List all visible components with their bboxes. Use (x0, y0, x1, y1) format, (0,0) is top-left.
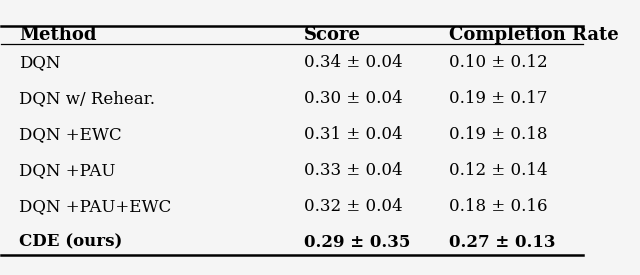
Text: 0.32 ± 0.04: 0.32 ± 0.04 (304, 198, 403, 215)
Text: 0.34 ± 0.04: 0.34 ± 0.04 (304, 54, 403, 71)
Text: 0.19 ± 0.17: 0.19 ± 0.17 (449, 90, 548, 107)
Text: 0.31 ± 0.04: 0.31 ± 0.04 (304, 126, 403, 143)
Text: 0.19 ± 0.18: 0.19 ± 0.18 (449, 126, 548, 143)
Text: 0.18 ± 0.16: 0.18 ± 0.16 (449, 198, 548, 215)
Text: Method: Method (19, 26, 97, 45)
Text: 0.33 ± 0.04: 0.33 ± 0.04 (304, 162, 403, 179)
Text: 0.30 ± 0.04: 0.30 ± 0.04 (304, 90, 403, 107)
Text: CDE (ours): CDE (ours) (19, 234, 122, 251)
Text: 0.27 ± 0.13: 0.27 ± 0.13 (449, 234, 556, 251)
Text: 0.29 ± 0.35: 0.29 ± 0.35 (304, 234, 410, 251)
Text: DQN: DQN (19, 54, 60, 71)
Text: DQN +PAU+EWC: DQN +PAU+EWC (19, 198, 171, 215)
Text: 0.12 ± 0.14: 0.12 ± 0.14 (449, 162, 548, 179)
Text: DQN +PAU: DQN +PAU (19, 162, 115, 179)
Text: DQN +EWC: DQN +EWC (19, 126, 122, 143)
Text: Score: Score (304, 26, 361, 45)
Text: DQN w/ Rehear.: DQN w/ Rehear. (19, 90, 155, 107)
Text: 0.10 ± 0.12: 0.10 ± 0.12 (449, 54, 548, 71)
Text: Completion Rate: Completion Rate (449, 26, 619, 45)
